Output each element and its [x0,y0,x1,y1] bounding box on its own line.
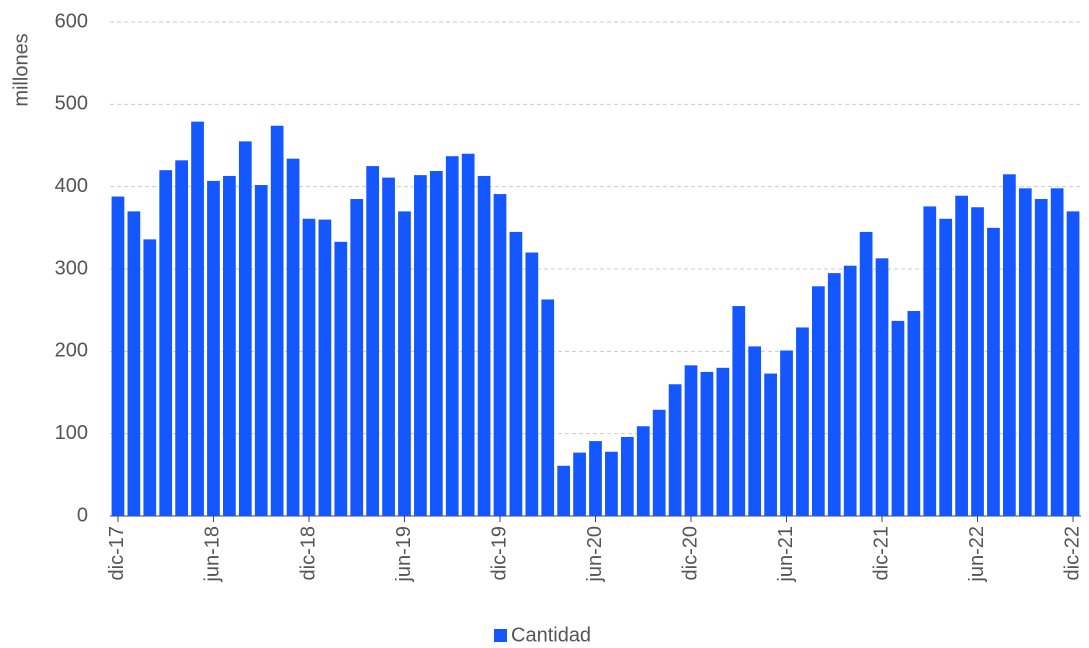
bar [748,346,762,516]
bar [525,252,539,517]
bar [764,373,777,516]
bar [875,258,889,516]
bar [477,175,491,517]
bar [605,451,618,516]
x-tick-label: jun-19 [393,526,415,583]
bar [684,365,698,516]
bar [1066,211,1080,516]
bar [414,175,427,516]
bar [796,327,809,516]
bar [445,156,459,516]
bar [827,273,841,516]
bar [350,199,364,516]
y-tick-label: 100 [55,422,88,444]
y-tick-label: 400 [55,175,88,197]
x-tick-label: dic-18 [297,526,319,580]
bar [732,306,746,516]
bar [1050,188,1064,516]
bar [987,227,1000,517]
x-tick-label: dic-21 [870,526,892,580]
bar [238,141,252,516]
bar [652,409,666,516]
y-axis-label: millones [10,33,32,106]
bar [207,180,220,517]
bar [1003,174,1016,517]
bar [557,465,571,516]
x-tick-label: jun-22 [966,526,988,583]
bar [254,185,268,516]
bar [859,231,873,516]
bar [843,265,857,516]
bar [429,171,443,517]
bar [127,211,141,516]
bar [461,153,475,516]
bar [223,175,236,517]
bar [286,158,300,516]
bar [175,160,188,516]
bar [620,436,634,516]
bar [780,350,793,516]
bar [509,231,523,516]
legend-swatch [494,629,507,642]
bar [159,170,173,516]
bar [111,196,125,516]
bar [716,367,730,516]
x-tick-label: jun-21 [775,526,797,583]
bar [541,299,555,516]
bar [366,166,380,517]
bar [191,121,204,516]
y-tick-label: 300 [55,257,88,279]
bar [700,371,714,516]
bar [971,207,984,516]
bar [302,218,316,516]
x-tick-label: dic-22 [1061,526,1083,580]
bar [334,241,348,516]
bar [270,125,284,517]
x-tick-label: dic-19 [488,526,510,580]
bar [636,426,650,516]
bar [143,239,157,517]
bar [382,177,395,517]
bar [668,384,682,516]
bar [1034,199,1048,516]
bar [493,194,507,516]
bar [939,218,953,516]
y-tick-label: 600 [55,10,88,32]
y-tick-label: 0 [77,504,88,526]
y-tick-label: 200 [55,340,88,362]
x-tick-label: jun-20 [584,526,606,583]
x-tick-label: jun-18 [202,526,224,583]
bar [573,452,586,516]
bar [318,219,332,516]
bar [589,441,602,516]
x-tick-label: dic-20 [679,526,701,580]
bar [891,320,905,516]
y-tick-label: 500 [55,93,88,115]
bar [907,310,921,516]
bar [398,211,411,516]
bar [1018,188,1032,516]
bar [923,206,937,516]
bar [811,286,825,516]
x-tick-label: dic-17 [106,526,128,580]
bar [955,195,968,516]
legend-label: Cantidad [511,624,591,646]
